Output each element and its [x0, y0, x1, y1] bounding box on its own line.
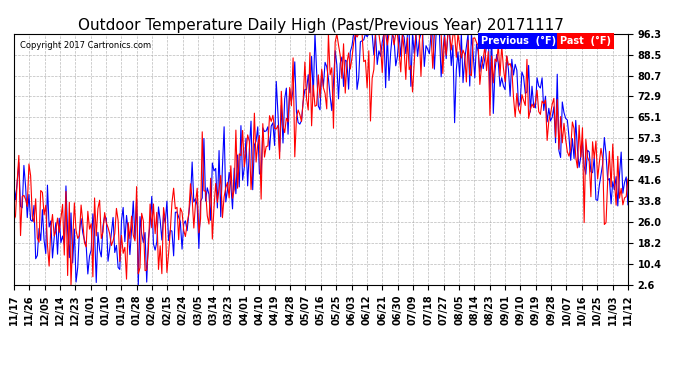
Text: Copyright 2017 Cartronics.com: Copyright 2017 Cartronics.com: [20, 41, 151, 50]
Title: Outdoor Temperature Daily High (Past/Previous Year) 20171117: Outdoor Temperature Daily High (Past/Pre…: [78, 18, 564, 33]
Text: Past  (°F): Past (°F): [560, 36, 611, 46]
Text: Previous  (°F): Previous (°F): [480, 36, 555, 46]
